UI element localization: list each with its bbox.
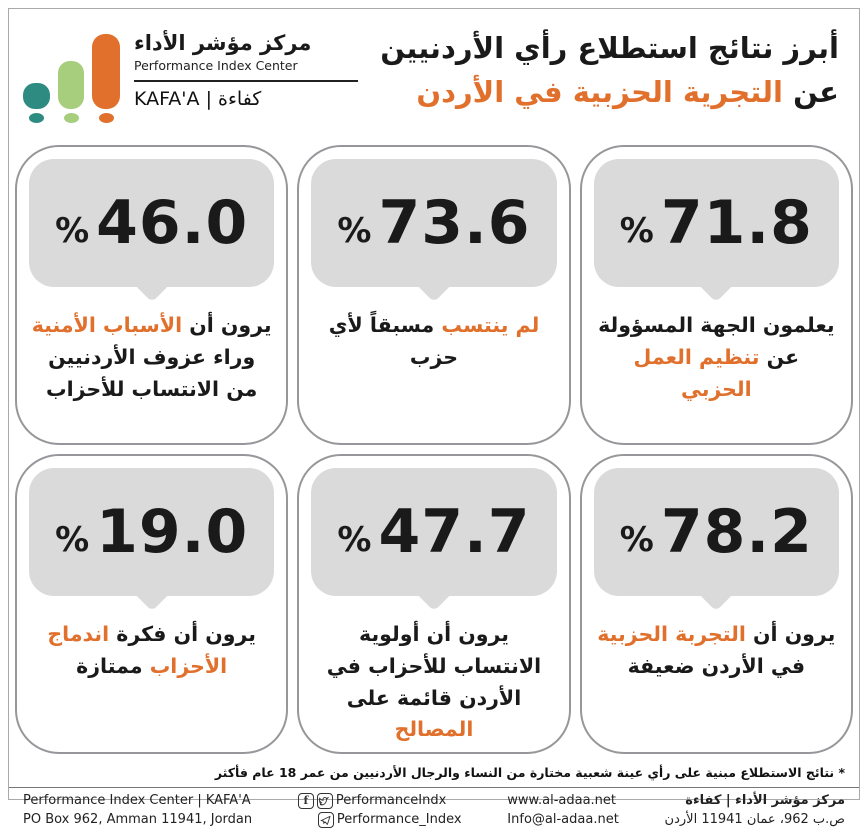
logo-bar-green <box>58 61 84 123</box>
caption-text: يرون أن <box>745 622 836 647</box>
footer-pobox-english: PO Box 962, Amman 11941, Jordan <box>23 811 253 827</box>
stat-caption: يرون أن فكرة اندماج الأحزاب ممتازة <box>29 619 274 683</box>
caption-text: في الأردن ضعيفة <box>627 653 806 678</box>
caption-highlight: المصالح <box>394 717 474 742</box>
footer-social-row2: Performance_Index <box>317 811 462 830</box>
stat-caption: يعلمون الجهة المسؤولة عن تنظيم العمل الح… <box>594 310 839 405</box>
caption-highlight: لم ينتسب <box>441 313 540 337</box>
percent-sign: % <box>55 211 90 251</box>
percent-sign: % <box>337 520 372 561</box>
title-line1: أبرز نتائج استطلاع رأي الأردنيين <box>380 31 839 65</box>
caption-text: يعلمون الجهة المسؤولة عن <box>598 313 835 369</box>
percent-sign: % <box>337 211 372 251</box>
caption-highlight: التجربة الحزبية <box>597 622 746 647</box>
title-line2-prefix: عن <box>782 74 839 109</box>
stat-caption: يرون أن أولوية الانتساب للأحزاب في الأرد… <box>311 619 556 746</box>
percent-sign: % <box>55 520 90 561</box>
footer-org-arabic: مركز مؤشر الأداء | كفاءة <box>685 792 845 808</box>
percentage-bubble: % 71.8 <box>593 159 839 287</box>
percent-sign: % <box>619 211 654 251</box>
facebook-icon: f <box>297 793 314 810</box>
percentage-value: 73.6 <box>378 188 531 258</box>
footer-address-arabic: مركز مؤشر الأداء | كفاءة ص.ب 962، عمان 1… <box>665 792 845 830</box>
brand-logo: مركز مؤشر الأداء Performance Index Cente… <box>23 21 358 123</box>
infographic-page: مركز مؤشر الأداء Performance Index Cente… <box>8 8 860 829</box>
caption-highlight: تنظيم العمل الحزبي <box>633 344 760 401</box>
percentage-bubble: % 47.7 <box>311 468 557 597</box>
footer: Performance Index Center | KAFA'A PO Box… <box>9 787 859 833</box>
footer-pobox-arabic: ص.ب 962، عمان 11941 الأردن <box>664 811 845 827</box>
percentage-bubble: % 73.6 <box>311 159 557 287</box>
caption-highlight: اندماج الأحزاب <box>47 622 228 678</box>
stat-caption: لم ينتسب مسبقاً لأي حزب <box>311 310 556 374</box>
brand-name-arabic: مركز مؤشر الأداء <box>134 31 312 55</box>
footer-social-handle2: Performance_Index <box>336 811 462 827</box>
percentage-value: 78.2 <box>660 497 813 568</box>
brand-kafaa-line: KAFA'A | كفاءة <box>134 88 262 110</box>
brand-name-english: Performance Index Center <box>134 58 298 73</box>
percentage-value: 46.0 <box>96 188 249 258</box>
caption-text: يرون أن أولوية الانتساب للأحزاب في الأرد… <box>326 622 542 710</box>
brand-text: مركز مؤشر الأداء Performance Index Cente… <box>134 21 358 110</box>
footer-social: f PerformanceIndx Performance_Index <box>297 792 462 830</box>
footer-social-handle1: PerformanceIndx <box>335 792 447 808</box>
title-line2-highlight: التجرية الحزبية في الأردن <box>416 74 783 109</box>
logo-bar-orange <box>92 34 120 123</box>
caption-text: يرون أن فكرة <box>109 622 256 647</box>
percentage-value: 71.8 <box>660 188 813 258</box>
stat-cards-grid: % 46.0 يرون أن الأسباب الأمنية وراء عزوف… <box>9 137 859 762</box>
stat-card-interest-based-membership: % 47.7 يرون أن أولوية الانتساب للأحزاب ف… <box>297 454 571 755</box>
footer-social-row1: f PerformanceIndx <box>297 792 462 811</box>
footer-web-contacts: www.al-adaa.net Info@al-adaa.net <box>507 792 619 830</box>
stat-card-security-reasons: % 46.0 يرون أن الأسباب الأمنية وراء عزوف… <box>15 145 289 446</box>
percentage-value: 19.0 <box>96 497 249 568</box>
footer-website: www.al-adaa.net <box>507 792 617 808</box>
footer-org-english: Performance Index Center | KAFA'A <box>23 792 251 808</box>
logo-bar-teal <box>23 83 50 123</box>
stat-card-know-regulating-body: % 71.8 يعلمون الجهة المسؤولة عن تنظيم ال… <box>579 145 853 446</box>
stat-caption: يرون أن الأسباب الأمنية وراء عزوف الأردن… <box>29 310 274 405</box>
stat-card-weak-party-experience: % 78.2 يرون أن التجربة الحزبية في الأردن… <box>579 454 853 755</box>
twitter-icon <box>316 793 333 810</box>
stat-caption: يرون أن التجربة الحزبية في الأردن ضعيفة <box>594 619 839 683</box>
caption-text: مسبقاً لأي حزب <box>328 313 459 369</box>
percentage-value: 47.7 <box>378 497 531 568</box>
caption-text: يرون أن <box>182 313 272 337</box>
footer-email: Info@al-adaa.net <box>507 811 619 827</box>
header: مركز مؤشر الأداء Performance Index Cente… <box>9 9 859 137</box>
caption-text: وراء عزوف الأردنيين من الانتساب للأحزاب <box>45 344 258 401</box>
brand-divider <box>134 80 358 82</box>
methodology-footnote: * نتائج الاستطلاع مبنية على رأي عينة شعب… <box>214 765 845 781</box>
caption-text: ممتازة <box>76 653 150 678</box>
bar-chart-logo-icon <box>23 21 120 123</box>
caption-highlight: الأسباب الأمنية <box>31 313 183 337</box>
percent-sign: % <box>619 520 654 561</box>
page-title: أبرز نتائج استطلاع رأي الأردنيين عن التج… <box>358 21 843 114</box>
percentage-bubble: % 78.2 <box>593 468 839 597</box>
stat-card-never-joined-party: % 73.6 لم ينتسب مسبقاً لأي حزب <box>297 145 571 446</box>
telegram-icon <box>317 812 334 829</box>
stat-card-party-merger: % 19.0 يرون أن فكرة اندماج الأحزاب ممتاز… <box>15 454 289 755</box>
footer-address-english: Performance Index Center | KAFA'A PO Box… <box>23 792 252 830</box>
